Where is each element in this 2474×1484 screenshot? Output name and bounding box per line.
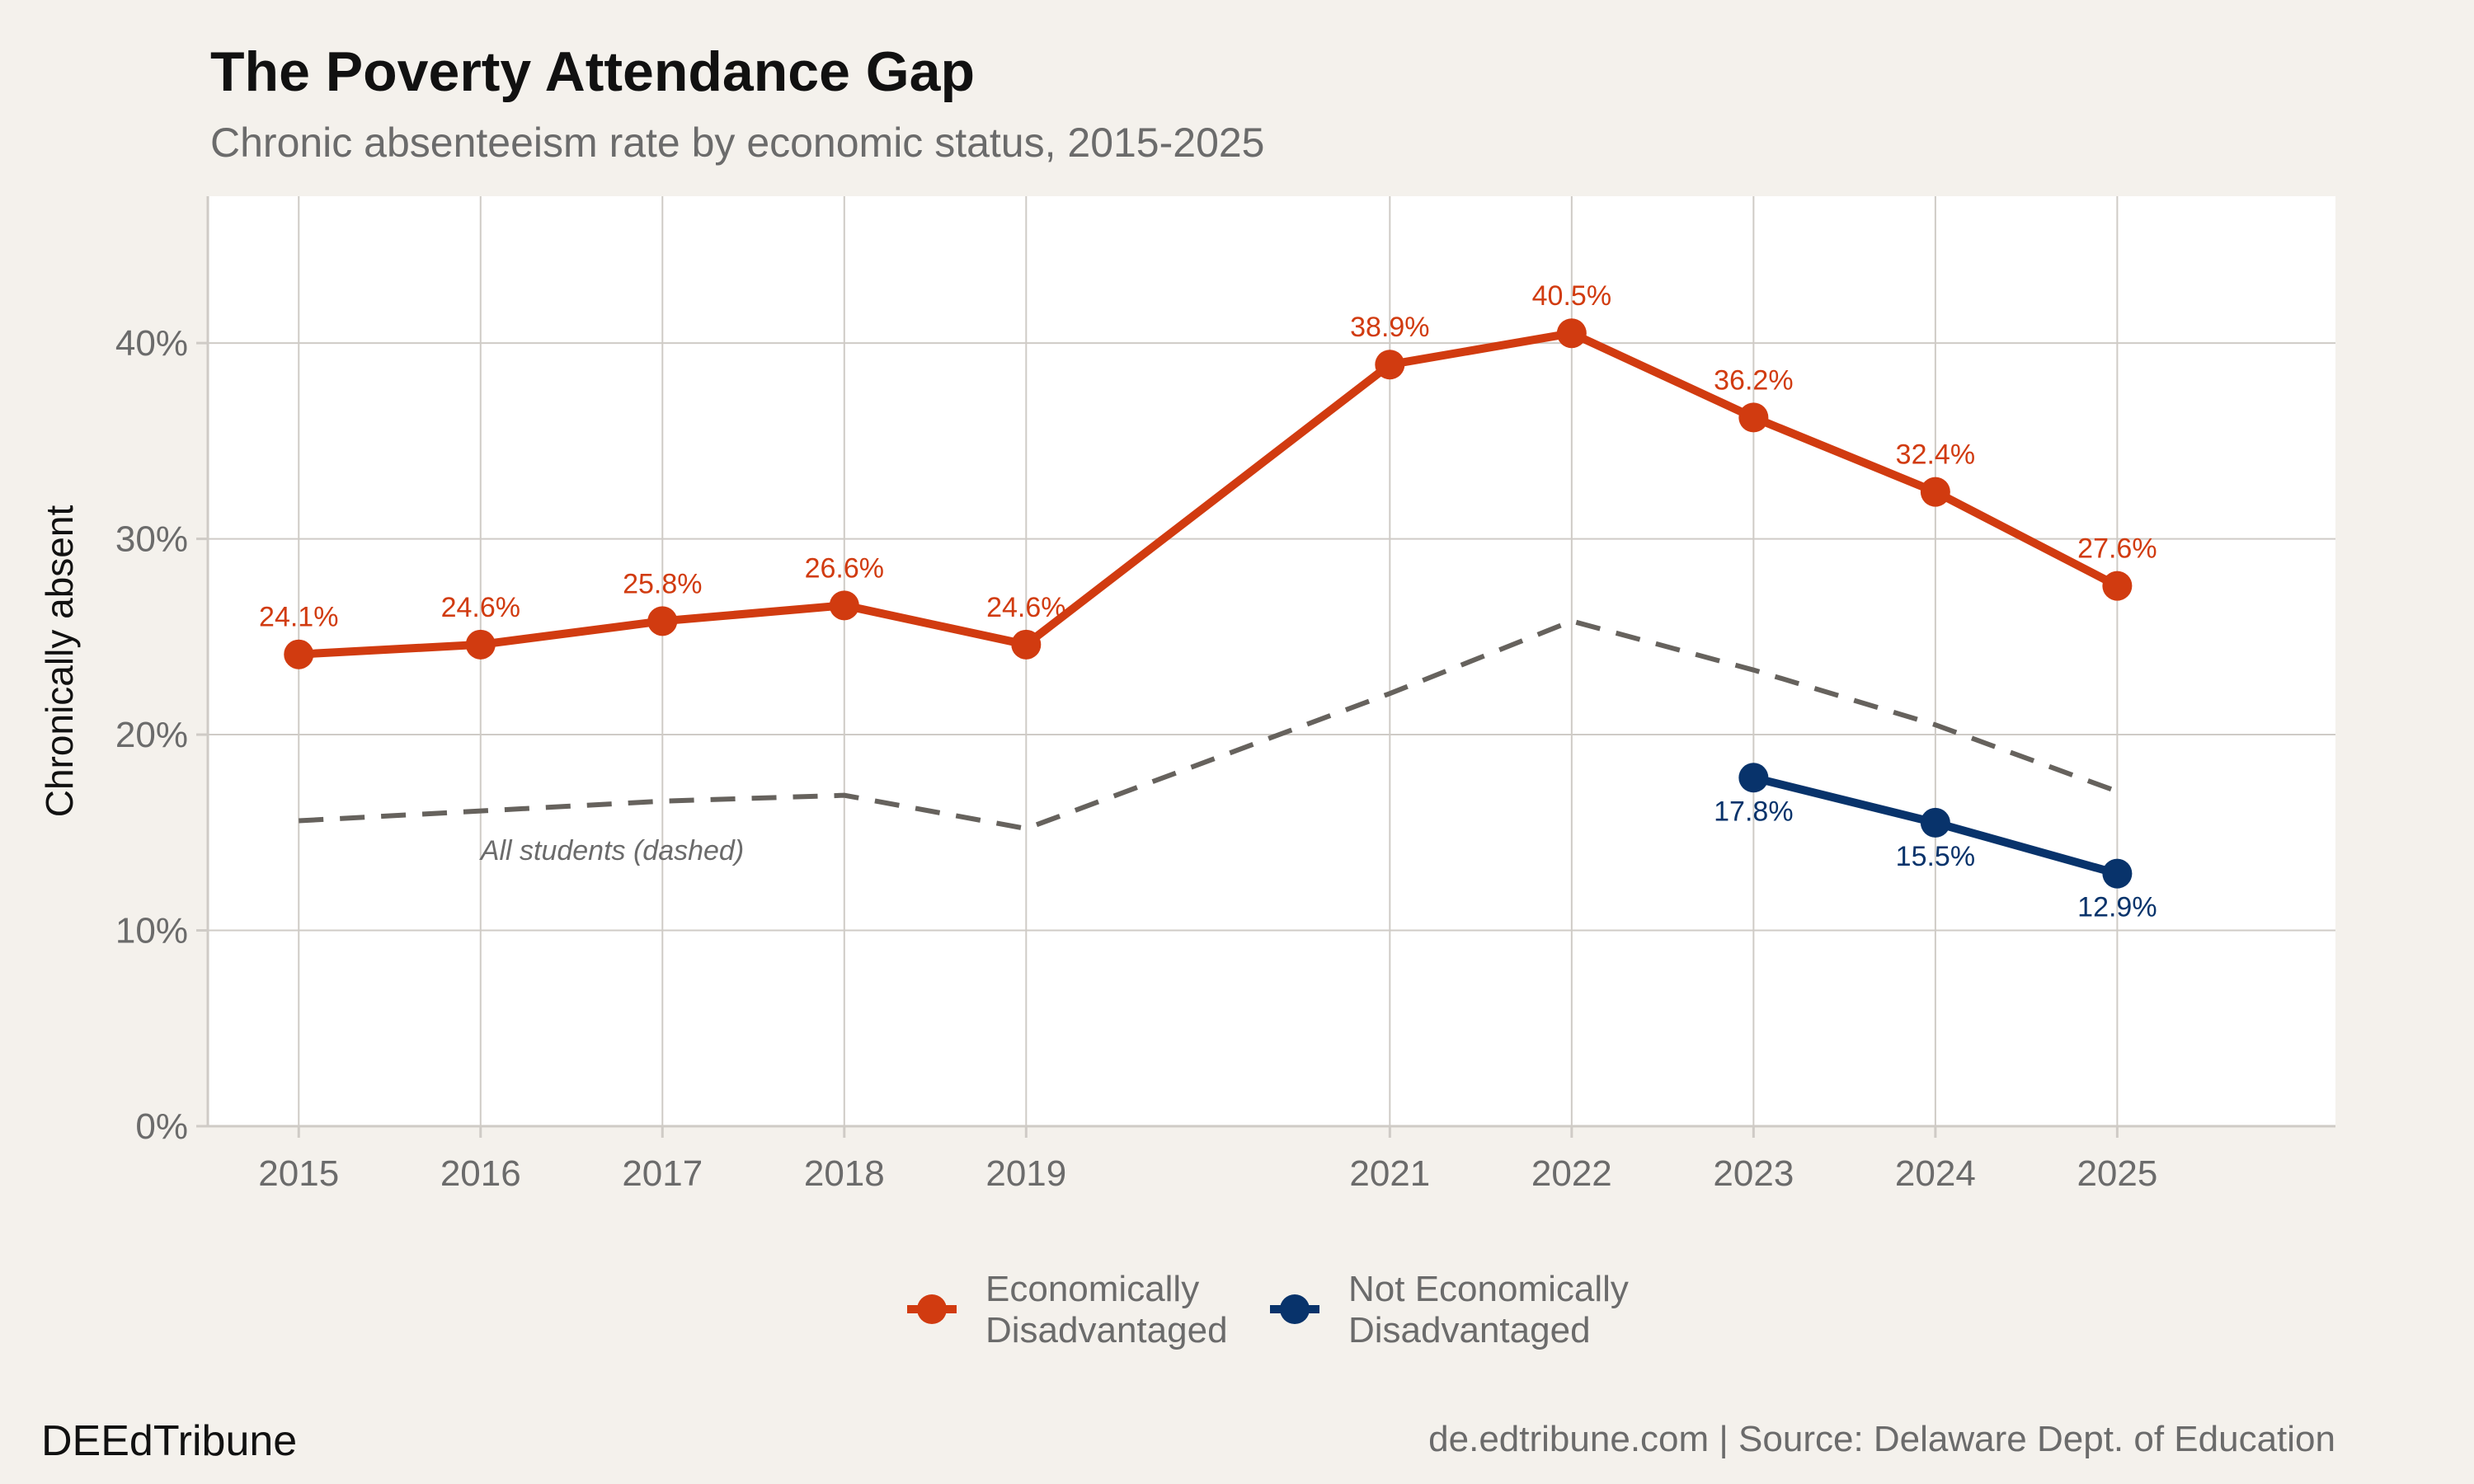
x-tick-label: 2021: [1349, 1153, 1430, 1194]
economically-disadvantaged-point: [1375, 350, 1405, 380]
legend-label-economically-disadvantaged: Economically Disadvantaged: [985, 1269, 1228, 1350]
x-tick-label: 2015: [258, 1153, 339, 1194]
legend-label-not-economically-disadvantaged: Not Economically Disadvantaged: [1348, 1269, 1629, 1350]
axes: 2015 2016 2017 2018 2019 2021 2022 2023 2024 2025…: [115, 196, 2335, 1194]
economically-disadvantaged-data-label: 32.4%: [1896, 439, 1975, 471]
economically-disadvantaged-point: [647, 606, 678, 636]
y-tick-label: 30%: [115, 519, 188, 560]
legend-label-line: Not Economically: [1348, 1269, 1629, 1309]
y-axis-label: Chronically absent: [38, 505, 81, 818]
not-economically-disadvantaged-data-label: 15.5%: [1896, 841, 1975, 872]
not-economically-disadvantaged-data-label: 12.9%: [2077, 892, 2157, 923]
not-economically-disadvantaged-point: [1920, 807, 1950, 838]
economically-disadvantaged-data-label: 25.8%: [623, 568, 702, 599]
not-economically-disadvantaged-point: [1738, 763, 1769, 793]
series-layer: [284, 318, 2133, 889]
y-tick-label: 10%: [115, 911, 188, 951]
economically-disadvantaged-data-label: 24.6%: [986, 592, 1065, 623]
economically-disadvantaged-data-label: 40.5%: [1532, 280, 1611, 312]
economically-disadvantaged-point: [465, 629, 496, 660]
economically-disadvantaged-point: [1920, 477, 1950, 507]
economically-disadvantaged-point: [1738, 402, 1769, 433]
economically-disadvantaged-point: [1011, 629, 1042, 660]
economically-disadvantaged-point: [2102, 571, 2133, 601]
legend-key-point: [1280, 1294, 1310, 1324]
legend-label-line: Economically: [985, 1269, 1199, 1309]
x-tick-label: 2025: [2077, 1153, 2157, 1194]
plot-panel: [208, 196, 2335, 1126]
y-tick-label: 40%: [115, 323, 188, 364]
y-tick-label: 20%: [115, 715, 188, 755]
all-students-line: [299, 618, 2119, 832]
chart-title: The Poverty Attendance Gap: [210, 40, 975, 103]
x-tick-label: 2024: [1895, 1153, 1976, 1194]
economically-disadvantaged-point: [829, 590, 859, 621]
legend-label-line: Disadvantaged: [1348, 1310, 1591, 1350]
brand-name: DEEdTribune: [41, 1417, 297, 1465]
economically-disadvantaged-point: [284, 639, 314, 669]
x-tick-label: 2016: [440, 1153, 521, 1194]
chart-subtitle: Chronic absenteeism rate by economic sta…: [210, 120, 1265, 166]
economically-disadvantaged-data-label: 38.9%: [1350, 312, 1429, 343]
legend-label-line: Disadvantaged: [985, 1310, 1228, 1350]
data-labels: All students (dashed) 24.1% 24.6% 25.8% 26.6…: [259, 280, 2157, 923]
not-economically-disadvantaged-point: [2102, 858, 2133, 889]
economically-disadvantaged-data-label: 27.6%: [2077, 533, 2157, 565]
source-note: de.edtribune.com | Source: Delaware Dept…: [1428, 1419, 2335, 1459]
legend-key-point: [917, 1294, 947, 1324]
economically-disadvantaged-data-label: 24.1%: [259, 602, 338, 633]
x-tick-label: 2017: [622, 1153, 703, 1194]
economically-disadvantaged-line: [294, 329, 2122, 659]
economically-disadvantaged-data-label: 24.6%: [441, 592, 520, 623]
not-economically-disadvantaged-data-label: 17.8%: [1714, 796, 1793, 827]
all-students-annotation: All students (dashed): [479, 835, 744, 866]
y-tick-label: 0%: [135, 1106, 188, 1147]
economically-disadvantaged-point: [1556, 318, 1587, 349]
economically-disadvantaged-data-label: 26.6%: [805, 552, 884, 584]
x-tick-label: 2019: [985, 1153, 1066, 1194]
economically-disadvantaged-data-label: 36.2%: [1714, 364, 1793, 396]
x-tick-label: 2022: [1531, 1153, 1612, 1194]
x-tick-label: 2018: [804, 1153, 885, 1194]
x-tick-label: 2023: [1713, 1153, 1794, 1194]
